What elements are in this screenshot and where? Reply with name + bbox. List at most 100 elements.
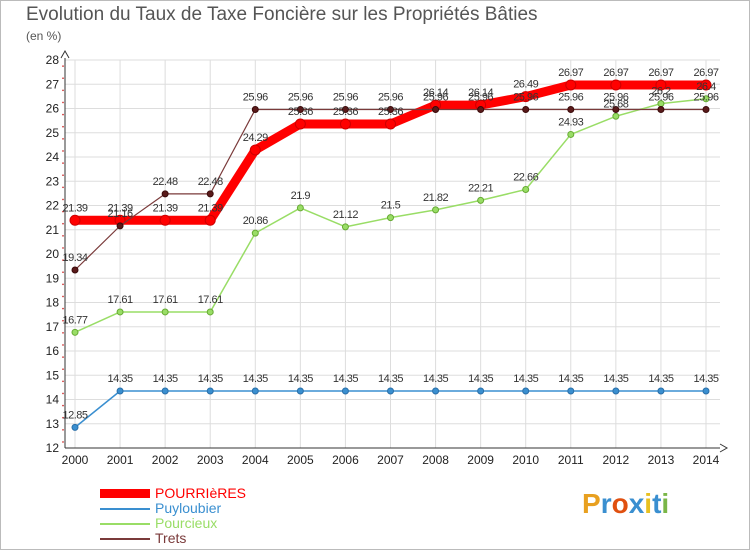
data-label-puyloubier: 14.35 bbox=[423, 373, 448, 385]
data-point-puyloubier bbox=[567, 387, 575, 395]
data-label-pourrires: 21.39 bbox=[198, 202, 223, 214]
data-label-trets: 22.48 bbox=[198, 176, 223, 188]
data-point-puyloubier bbox=[657, 387, 665, 395]
data-label-pourrires: 21.39 bbox=[108, 202, 133, 214]
chart-legend: POURRIèRES Puyloubier Pourcieux Trets bbox=[100, 486, 320, 546]
y-tick-label: 14 bbox=[46, 393, 60, 407]
y-tick-label: 20 bbox=[46, 247, 60, 261]
data-label-puyloubier: 14.35 bbox=[243, 373, 268, 385]
data-label-pourcieux: 22.66 bbox=[513, 171, 538, 183]
x-tick-label: 2008 bbox=[422, 453, 449, 467]
data-label-pourrires: 26.97 bbox=[558, 67, 583, 79]
data-label-pourcieux: 21.12 bbox=[333, 209, 358, 221]
x-tick-label: 2000 bbox=[62, 453, 89, 467]
chart-data-labels: 21.39 21.39 21.39 21.39 24.29 25.36 25.36 25.36… bbox=[62, 67, 719, 421]
y-tick-label: 21 bbox=[46, 223, 60, 237]
y-minor-tick bbox=[62, 138, 64, 140]
y-minor-tick bbox=[62, 429, 64, 431]
data-label-pourcieux: 17.61 bbox=[198, 294, 223, 306]
data-point-trets bbox=[251, 105, 259, 113]
data-label-trets: 25.96 bbox=[558, 91, 583, 103]
legend-item-puyloubier: Puyloubier bbox=[100, 501, 320, 516]
data-label-pourrires: 26.97 bbox=[603, 67, 628, 79]
data-point-pourcieux bbox=[296, 204, 304, 212]
y-minor-tick bbox=[62, 332, 64, 334]
data-point-puyloubier bbox=[522, 387, 530, 395]
data-label-puyloubier: 12.85 bbox=[62, 409, 87, 421]
legend-label: Puyloubier bbox=[155, 500, 222, 516]
y-minor-tick bbox=[62, 356, 64, 358]
y-minor-tick bbox=[62, 222, 64, 225]
data-label-pourcieux: 26.4 bbox=[696, 81, 716, 93]
x-tick-label: 2005 bbox=[287, 453, 314, 467]
y-tick-label: 15 bbox=[46, 368, 60, 382]
x-tick-label: 2002 bbox=[152, 453, 179, 467]
y-tick-label: 25 bbox=[46, 126, 60, 140]
y-tick-label: 17 bbox=[46, 320, 60, 334]
y-minor-tick bbox=[62, 283, 64, 286]
y-minor-tick bbox=[62, 380, 64, 383]
legend-label: Trets bbox=[155, 530, 187, 546]
data-point-pourrires bbox=[339, 118, 351, 130]
page-title: Evolution du Taux de Taxe Foncière sur l… bbox=[26, 4, 538, 25]
legend-item-pourrires: POURRIèRES bbox=[100, 486, 320, 501]
data-point-puyloubier bbox=[477, 387, 485, 395]
legend-swatch bbox=[100, 508, 150, 510]
data-label-pourcieux: 21.82 bbox=[423, 192, 448, 204]
data-point-trets bbox=[161, 190, 169, 198]
y-minor-tick bbox=[62, 295, 64, 298]
data-label-puyloubier: 14.35 bbox=[288, 373, 313, 385]
data-point-pourrires bbox=[294, 118, 306, 130]
data-point-puyloubier bbox=[71, 423, 79, 431]
data-point-pourrires bbox=[610, 79, 622, 91]
y-minor-tick bbox=[62, 65, 64, 67]
data-point-pourrires bbox=[385, 118, 396, 130]
data-label-trets: 25.96 bbox=[288, 91, 313, 103]
data-point-puyloubier bbox=[206, 387, 214, 395]
data-label-puyloubier: 14.35 bbox=[693, 373, 718, 385]
x-tick-label: 2007 bbox=[377, 453, 404, 467]
data-point-pourcieux bbox=[522, 185, 530, 193]
x-tick-label: 2009 bbox=[467, 453, 494, 467]
data-label-puyloubier: 14.35 bbox=[468, 373, 493, 385]
data-point-trets bbox=[206, 190, 214, 198]
data-point-trets bbox=[296, 105, 304, 113]
logo-letter: P bbox=[582, 488, 601, 519]
data-label-puyloubier: 14.35 bbox=[108, 373, 133, 385]
data-label-puyloubier: 14.35 bbox=[558, 373, 583, 385]
y-tick-label: 24 bbox=[46, 150, 60, 164]
legend-label: POURRIèRES bbox=[155, 485, 247, 501]
logo-letter: t bbox=[652, 488, 662, 519]
data-point-pourcieux bbox=[116, 308, 124, 316]
x-tick-label: 2010 bbox=[512, 453, 539, 467]
data-label-pourcieux: 26.2 bbox=[651, 86, 671, 98]
data-point-puyloubier bbox=[296, 387, 304, 395]
data-label-trets: 25.96 bbox=[333, 91, 358, 103]
data-label-puyloubier: 14.35 bbox=[603, 373, 628, 385]
data-label-pourrires: 21.39 bbox=[62, 202, 87, 214]
y-minor-tick bbox=[62, 404, 64, 407]
y-tick-label: 13 bbox=[46, 417, 60, 431]
data-label-pourrires: 26.14 bbox=[468, 87, 493, 99]
y-minor-tick bbox=[62, 77, 64, 79]
data-point-pourcieux bbox=[612, 112, 620, 120]
y-minor-tick bbox=[62, 392, 64, 395]
proxiti-logo: Proxiti bbox=[582, 488, 669, 520]
x-tick-label: 2006 bbox=[332, 453, 359, 467]
data-label-pourcieux: 16.77 bbox=[62, 314, 87, 326]
data-label-pourrires: 26.97 bbox=[648, 67, 673, 79]
data-label-pourcieux: 17.61 bbox=[108, 294, 133, 306]
data-label-pourrires: 26.49 bbox=[513, 79, 538, 91]
legend-swatch bbox=[100, 523, 150, 525]
y-tick-label: 27 bbox=[46, 77, 60, 91]
data-label-pourcieux: 21.9 bbox=[291, 190, 311, 202]
y-minor-tick bbox=[62, 198, 64, 201]
data-point-puyloubier bbox=[251, 387, 259, 395]
x-tick-label: 2012 bbox=[603, 453, 630, 467]
data-point-puyloubier bbox=[432, 387, 440, 395]
data-point-pourcieux bbox=[432, 206, 440, 214]
data-point-trets bbox=[116, 222, 124, 230]
data-label-pourcieux: 20.86 bbox=[243, 215, 268, 227]
data-label-trets: 25.96 bbox=[243, 91, 268, 103]
